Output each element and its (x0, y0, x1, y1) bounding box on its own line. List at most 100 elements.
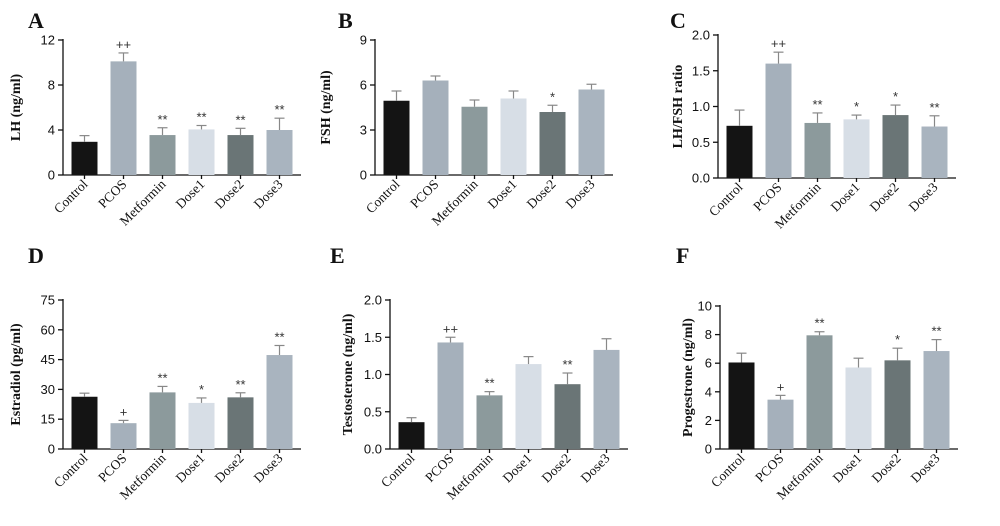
bar-dose3 (923, 351, 950, 449)
y-axis-label: LH/FSH ratio (671, 65, 686, 149)
x-tick-label: Dose1 (173, 177, 208, 212)
panel-label: F (676, 243, 689, 268)
panel-F: F Progestrone (ng/ml) 0 2 4 6 8 10 Control + PCOS *… (676, 243, 958, 502)
x-tick-label: Control (378, 450, 418, 490)
significance-mark: ** (274, 329, 284, 344)
x-tick-label: Dose2 (212, 451, 247, 486)
bar-dose1 (845, 367, 872, 449)
significance-mark: ** (562, 357, 572, 372)
x-tick-label: Dose3 (906, 179, 941, 214)
bar-dose3 (578, 89, 605, 175)
y-axis-label: LH (ng/ml) (9, 74, 24, 142)
significance-mark: ** (931, 324, 941, 339)
significance-mark: ** (484, 376, 494, 391)
x-tick-label: Dose3 (908, 450, 943, 485)
significance-mark: ** (274, 102, 284, 117)
x-tick-label: Dose1 (500, 451, 535, 486)
y-tick-label: 0.0 (364, 442, 382, 457)
x-tick-label: PCOS (95, 177, 129, 211)
bar-pcos (437, 342, 464, 449)
x-tick-label: Control (51, 176, 91, 216)
y-tick-label: 0 (360, 168, 367, 183)
y-tick-label: 8 (48, 78, 55, 93)
panel-label: D (28, 243, 44, 268)
bar-dose2 (227, 397, 254, 449)
significance-mark: * (550, 89, 555, 104)
bar-dose2 (554, 384, 581, 449)
y-tick-label: 4 (48, 123, 55, 138)
y-tick-label: 1.5 (692, 63, 710, 78)
bar-metformin (804, 122, 831, 178)
bar-dose3 (266, 355, 293, 449)
y-tick-label: 10 (698, 299, 712, 314)
bar-metformin (476, 395, 503, 449)
y-tick-label: 2 (705, 413, 712, 428)
y-axis-label: Testosterone (ng/ml) (341, 313, 356, 435)
significance-mark: ++ (116, 37, 131, 52)
bar-dose1 (188, 402, 215, 449)
bar-dose2 (227, 135, 254, 175)
x-tick-label: Dose2 (212, 177, 247, 212)
x-tick-label: PCOS (752, 451, 786, 485)
bar-metformin (149, 392, 176, 449)
y-axis-label: Progestrone (ng/ml) (681, 318, 696, 437)
y-tick-label: 9 (360, 33, 367, 48)
bar-dose3 (593, 349, 620, 449)
y-tick-label: 1.0 (692, 99, 710, 114)
y-tick-label: 45 (41, 352, 55, 367)
y-tick-label: 2.0 (692, 28, 710, 43)
bar-dose3 (266, 130, 293, 175)
x-tick-label: Dose1 (828, 180, 863, 215)
significance-mark: + (777, 379, 785, 394)
panel-label: E (330, 243, 345, 268)
bar-metformin (806, 335, 833, 449)
x-tick-label: Control (363, 176, 403, 216)
bar-control (728, 362, 755, 449)
bar-control (71, 141, 98, 175)
x-tick-label: Control (706, 179, 746, 219)
significance-mark: * (199, 382, 204, 397)
y-tick-label: 3 (360, 123, 367, 138)
x-tick-label: Dose1 (173, 451, 208, 486)
bar-dose2 (884, 360, 911, 449)
y-tick-label: 0 (705, 442, 712, 457)
panel-C: C LH/FSH ratio 0.0 0.5 1.0 1.5 2.0 Control ++ PCO… (670, 8, 956, 231)
x-tick-label: Dose3 (563, 176, 598, 211)
significance-mark: * (895, 332, 900, 347)
significance-mark: ** (196, 110, 206, 125)
x-tick-label: PCOS (422, 451, 456, 485)
significance-mark: ** (814, 316, 824, 331)
significance-mark: ** (812, 97, 822, 112)
y-tick-label: 75 (41, 293, 55, 308)
x-tick-label: Dose1 (485, 177, 520, 212)
significance-mark: * (854, 99, 859, 114)
y-axis-label: FSH (ng/ml) (319, 70, 334, 145)
y-tick-label: 0.5 (364, 404, 382, 419)
significance-mark: ** (157, 370, 167, 385)
bar-dose1 (515, 364, 542, 449)
panel-A: ALH (ng/ml)04812Control++PCOS**Metformin… (9, 8, 301, 228)
panel-label: B (338, 8, 353, 33)
x-tick-label: PCOS (407, 177, 441, 211)
bar-pcos (110, 61, 137, 175)
x-tick-label: PCOS (95, 451, 129, 485)
significance-mark: ** (235, 377, 245, 392)
panel-D: D Estradiol (pg/ml) 0 15 30 45 60 75 Control + PCO… (9, 243, 301, 502)
y-tick-label: 0.0 (692, 171, 710, 186)
significance-mark: ** (929, 100, 939, 115)
bar-dose2 (882, 115, 909, 178)
significance-mark: ++ (443, 321, 458, 336)
bar-metformin (461, 106, 488, 175)
bar-dose2 (539, 112, 566, 175)
x-tick-label: Dose3 (578, 450, 613, 485)
x-tick-label: Dose2 (867, 180, 902, 215)
y-tick-label: 1.5 (364, 330, 382, 345)
y-tick-label: 0 (48, 442, 55, 457)
y-tick-label: 8 (705, 327, 712, 342)
bar-control (71, 396, 98, 449)
y-tick-label: 6 (360, 78, 367, 93)
panel-E: E Testosterone (ng/ml) 0.0 0.5 1.0 1.5 2.0 Cont… (330, 243, 628, 502)
significance-mark: ++ (771, 36, 786, 51)
